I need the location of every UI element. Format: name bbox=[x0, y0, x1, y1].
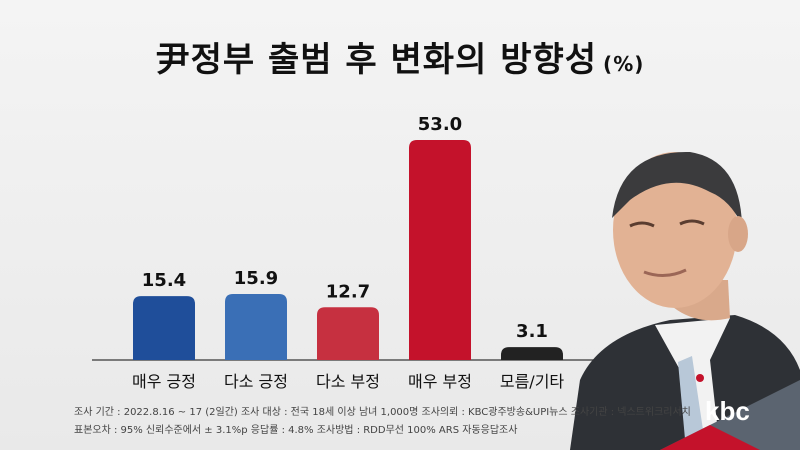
bar-2 bbox=[225, 294, 287, 360]
bar-value-label: 12.7 bbox=[326, 281, 370, 302]
survey-footnote: 조사 기간 : 2022.8.16 ~ 17 (2일간) 조사 대상 : 전국 … bbox=[74, 404, 691, 440]
category-label: 매우 부정 bbox=[408, 372, 472, 391]
bar-3 bbox=[317, 307, 379, 360]
chart-title-text: 尹정부 출범 후 변화의 방향성 bbox=[155, 40, 598, 80]
bar-value-label: 53.0 bbox=[418, 114, 462, 135]
footnote-line-2: 표본오차 : 95% 신뢰수준에서 ± 3.1%p 응답률 : 4.8% 조사방… bbox=[74, 425, 518, 436]
category-label: 매우 긍정 bbox=[132, 372, 196, 391]
kbc-logo: kbc bbox=[705, 396, 750, 426]
bar-value-label: 15.9 bbox=[234, 268, 278, 289]
chart-title-unit: (%) bbox=[603, 52, 645, 76]
category-label: 모름/기타 bbox=[500, 372, 565, 391]
bar-5 bbox=[501, 347, 563, 360]
category-label: 다소 부정 bbox=[316, 372, 380, 391]
portrait-photo bbox=[570, 151, 800, 450]
bar-value-label: 3.1 bbox=[516, 321, 548, 342]
bar-value-label: 15.4 bbox=[142, 270, 186, 291]
category-label: 다소 긍정 bbox=[224, 372, 288, 391]
chart-title: 尹정부 출범 후 변화의 방향성 (%) bbox=[0, 32, 800, 81]
footnote-line-1: 조사 기간 : 2022.8.16 ~ 17 (2일간) 조사 대상 : 전국 … bbox=[74, 407, 691, 418]
bar-4 bbox=[409, 140, 471, 360]
bar-1 bbox=[133, 296, 195, 360]
